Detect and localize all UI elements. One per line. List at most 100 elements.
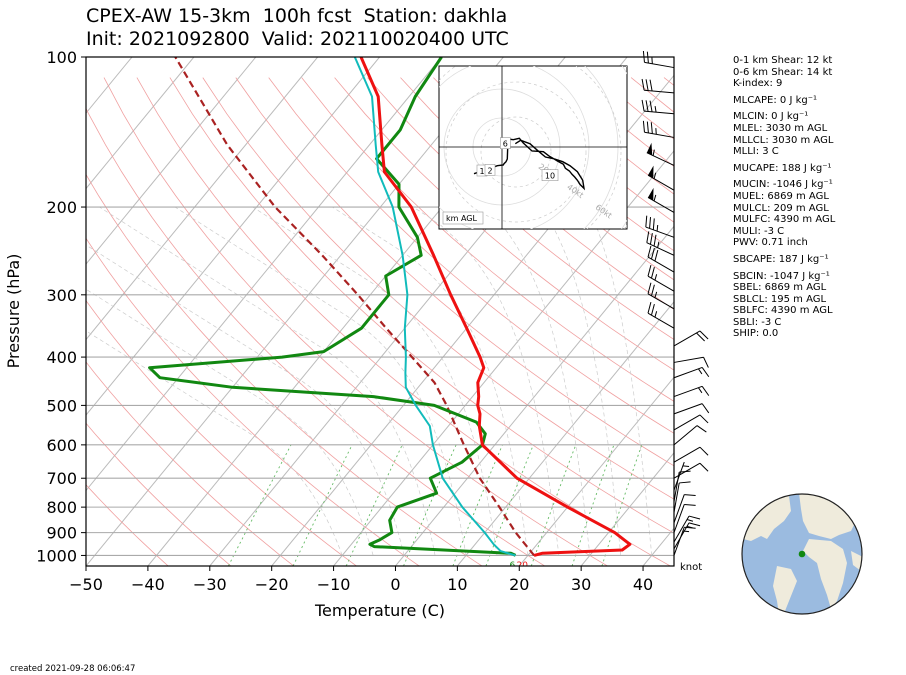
wind-barb-full	[699, 414, 709, 424]
wind-barb	[646, 142, 675, 166]
index-line: SBLCL: 195 m AGL	[733, 293, 827, 305]
wind-barb-staff	[673, 366, 703, 379]
wind-barb-staff	[647, 174, 675, 191]
wind-barb-full	[647, 265, 652, 277]
hodograph-footer-box	[442, 211, 484, 225]
index-line: MULFC: 4390 m AGL	[733, 214, 836, 226]
hodograph-trace	[473, 137, 586, 191]
location-globe-map	[741, 493, 863, 615]
wind-barb-flag	[648, 187, 654, 201]
y-tick-label: 600	[46, 436, 77, 455]
wind-barb	[647, 302, 675, 329]
y-tick-label: 900	[46, 524, 77, 543]
wind-barb	[673, 522, 701, 550]
wind-barb	[673, 515, 701, 543]
x-tick-label: −40	[131, 575, 165, 594]
dry-adiabat	[202, 77, 674, 500]
hodograph-height-label: 2	[487, 166, 492, 175]
wind-barb-full	[649, 100, 653, 112]
wind-barb-half	[682, 465, 690, 467]
wind-barb-full	[684, 494, 696, 497]
index-line: SBEL: 6869 m AGL	[733, 282, 827, 294]
isotherm	[395, 225, 674, 566]
wind-barb-full	[650, 267, 655, 279]
wind-barb-full	[696, 425, 707, 433]
wind-barb-full	[646, 121, 649, 133]
temperature-line	[359, 57, 632, 557]
wind-barb	[647, 165, 675, 191]
wind-barb-staff	[644, 131, 675, 138]
isotherm	[86, 57, 257, 265]
index-line: MLLCL: 3030 m AGL	[733, 134, 834, 146]
wind-barb-half	[698, 387, 703, 394]
wind-barb-full	[699, 446, 709, 456]
index-line: MUCAPE: 188 J kg⁻¹	[733, 162, 832, 174]
index-line: SBLFC: 4390 m AGL	[733, 305, 833, 317]
wind-barb-staff	[673, 494, 685, 523]
index-line: K-index: 9	[733, 78, 783, 90]
wind-barb-staff	[673, 504, 685, 533]
wind-barb-full	[701, 403, 710, 414]
wind-barb	[673, 461, 690, 491]
index-line: SHIP: 0.0	[733, 328, 779, 340]
mixing-ratio-line	[571, 444, 615, 566]
wind-barb-full	[641, 99, 645, 112]
x-tick-label: 0	[390, 575, 400, 594]
dry-adiabat	[86, 361, 294, 566]
wind-barb	[647, 265, 675, 292]
wind-barb-staff	[673, 414, 701, 431]
index-line: PWV: 0.71 inch	[733, 237, 808, 249]
wind-barb-full	[703, 357, 709, 368]
wind-barb	[673, 403, 710, 415]
wind-barb-full	[649, 233, 653, 245]
wind-barb-staff	[646, 242, 675, 256]
wind-barb-staff	[647, 196, 675, 213]
wind-barb-full	[684, 503, 696, 506]
wind-barb-full	[647, 302, 652, 314]
wind-barb-half	[654, 106, 657, 113]
wind-barb-staff	[673, 330, 701, 347]
y-tick-label: 100	[46, 48, 77, 67]
wind-barb-staff	[673, 356, 704, 363]
hodograph-body: 20kt40kt60kt80kt12610	[439, 66, 627, 229]
hodograph-height-label: 6	[503, 140, 508, 149]
wind-barb	[673, 330, 709, 347]
wind-barb-full	[646, 51, 649, 64]
wind-barb-staff	[673, 522, 690, 550]
mixing-ratio-line	[292, 444, 353, 566]
wind-barb-full	[652, 218, 655, 230]
wind-barb-staff	[673, 446, 701, 463]
y-tick-label: 800	[46, 498, 77, 517]
isotherm	[86, 57, 195, 190]
wind-barb-half	[698, 368, 703, 375]
index-line: MULCL: 209 m AGL	[733, 202, 829, 214]
sounding-traces: 6 20	[148, 57, 632, 571]
surface-dewpoint-label: 6	[510, 561, 516, 571]
wind-barb-full	[701, 386, 710, 396]
wind-barbs	[641, 50, 710, 556]
x-tick-label: 30	[571, 575, 591, 594]
dry-adiabat	[301, 77, 674, 402]
wind-barb-staff	[644, 61, 675, 69]
wind-barb	[646, 231, 675, 256]
dry-adiabat	[86, 484, 169, 566]
chart-title: CPEX-AW 15-3km 100h fcst Station: dakhla	[86, 5, 508, 27]
x-tick-label: −10	[317, 575, 351, 594]
wind-barb-half	[653, 172, 657, 179]
globe-outline	[741, 493, 863, 615]
dry-adiabat	[268, 77, 674, 434]
wind-barb-full	[647, 245, 652, 258]
index-line: MUCIN: -1046 J kg⁻¹	[733, 179, 833, 191]
wind-barb-full	[696, 332, 705, 342]
hodograph-inset: 20kt40kt60kt80kt12610km AGL	[438, 65, 628, 230]
wind-barb-staff	[644, 110, 675, 115]
index-line: MLLI: 3 C	[733, 146, 779, 158]
chart-subtitle: Init: 2021092800 Valid: 202110020400 UTC	[86, 28, 509, 50]
y-tick-label: 200	[46, 198, 77, 217]
y-tick-label: 500	[46, 396, 77, 415]
x-tick-label: 40	[633, 575, 653, 594]
wind-barb-staff	[673, 403, 703, 415]
wind-barb	[673, 385, 710, 398]
mixing-ratio-line	[530, 444, 577, 566]
